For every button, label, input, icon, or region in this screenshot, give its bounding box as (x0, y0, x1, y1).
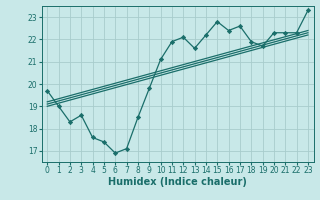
X-axis label: Humidex (Indice chaleur): Humidex (Indice chaleur) (108, 177, 247, 187)
